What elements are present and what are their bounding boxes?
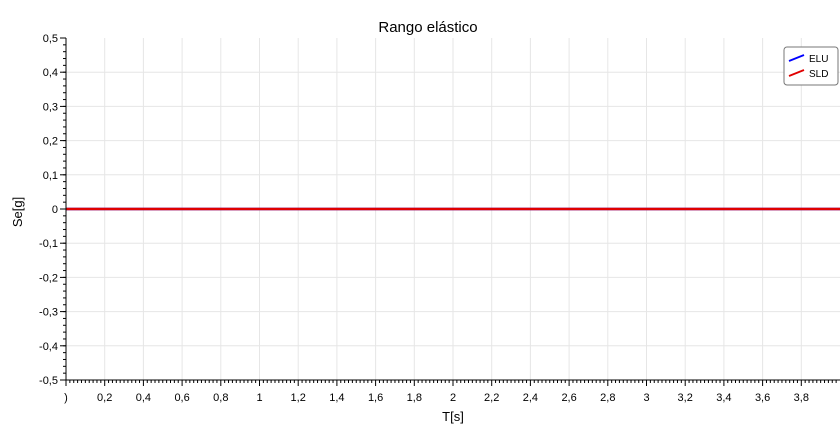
x-tick-label: 1,4 (329, 392, 344, 404)
x-tick-label: 0,8 (213, 392, 228, 404)
x-tick-label: 2,2 (484, 392, 499, 404)
x-tick-label: 0,2 (97, 392, 112, 404)
legend: ELU SLD (783, 46, 839, 86)
x-tick-label: 3,2 (678, 392, 693, 404)
y-tick-label: -0,3 (39, 307, 58, 319)
x-tick-label: 2,6 (561, 392, 576, 404)
y-tick-label: 0 (52, 204, 58, 216)
legend-swatch-elu (788, 54, 805, 62)
y-tick-label: -0,2 (39, 272, 58, 284)
x-tick-label: 3 (643, 392, 649, 404)
y-tick-label: -0,5 (39, 375, 58, 387)
y-tick-label: 0,2 (43, 136, 58, 148)
x-tick-label: 3,8 (794, 392, 809, 404)
y-tick-label: -0,4 (39, 341, 58, 353)
x-tick-label: 3,6 (755, 392, 770, 404)
x-tick-label: 2,8 (600, 392, 615, 404)
y-tick-label: 0,4 (43, 67, 58, 79)
x-tick-label: 1,6 (368, 392, 383, 404)
x-tick-label: 3,4 (716, 392, 731, 404)
y-axis-title: Se[g] (10, 197, 25, 227)
x-tick-label: 0,6 (174, 392, 189, 404)
x-tick-label: ) (64, 392, 68, 404)
x-tick-label: 1,8 (407, 392, 422, 404)
legend-label-elu: ELU (809, 54, 828, 65)
x-tick-label: 1,2 (291, 392, 306, 404)
x-tick-label: 0,4 (136, 392, 151, 404)
legend-swatch-sld (788, 69, 805, 77)
y-tick-label: 0,3 (43, 101, 58, 113)
y-tick-label: 0,5 (43, 33, 58, 45)
x-axis-title: T[s] (442, 409, 464, 424)
x-tick-label: 2,4 (523, 392, 538, 404)
axes: ) 0,2 0,4 0,6 0,8 1 1,2 1,4 1,6 1,8 2 2,2 2,4 2,6 2,8 3… (39, 33, 840, 404)
y-tick-label: 0,1 (43, 170, 58, 182)
x-tick-label: 1 (256, 392, 262, 404)
legend-label-sld: SLD (809, 69, 828, 80)
legend-box (783, 46, 839, 86)
x-tick-label: 2 (450, 392, 456, 404)
chart-title: Rango elástico (378, 19, 477, 36)
y-tick-label: -0,1 (39, 238, 58, 250)
